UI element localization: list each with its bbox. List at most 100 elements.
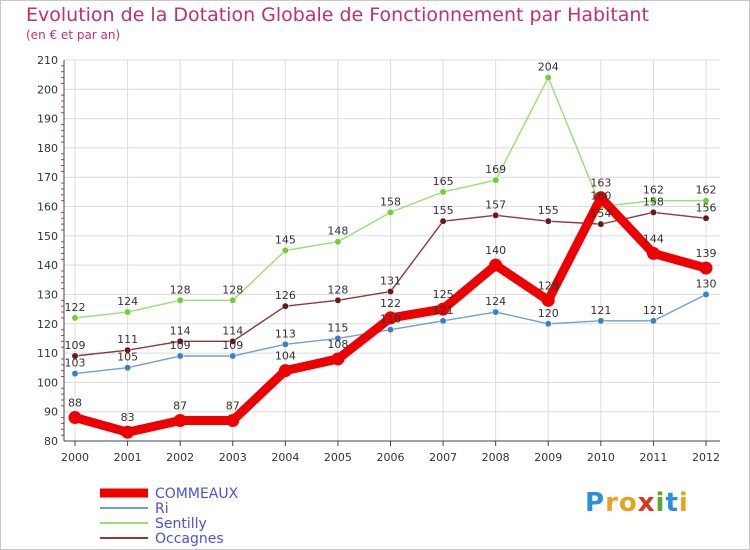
y-tick-label-180: 180 [37,142,58,155]
y-tick-label-170: 170 [37,171,58,184]
data-label-ri-2003: 109 [222,339,243,352]
logo-letter: i [655,488,666,518]
data-point-ri-2011 [649,317,657,325]
data-label-ri-2007: 121 [433,304,454,317]
y-tick-label-160: 160 [37,201,58,214]
y-tick-label-90: 90 [44,406,58,419]
data-point-occagnes-2011 [649,208,657,216]
data-label-sentilly-2002: 128 [170,283,191,296]
x-tick-label-2012: 2012 [692,451,720,464]
data-point-commeaux-2011 [646,246,660,260]
x-tick-label-2001: 2001 [114,451,142,464]
legend-label-commeaux: COMMEAUX [155,486,239,502]
data-label-occagnes-2009: 155 [538,204,559,217]
x-tick-label-2005: 2005 [324,451,352,464]
data-point-ri-2001 [124,364,132,372]
data-point-commeaux-2000 [68,411,82,425]
data-point-commeaux-2012 [699,261,713,275]
grid [64,59,720,442]
data-point-commeaux-2007 [436,302,450,316]
x-tick-label-2010: 2010 [587,451,615,464]
data-point-commeaux-2006 [384,311,397,325]
data-point-occagnes-2009 [544,217,552,225]
data-label-ri-2002: 109 [170,339,191,352]
data-label-sentilly-2006: 158 [380,195,401,208]
data-point-sentilly-2005 [334,238,342,246]
data-point-occagnes-2008 [492,211,500,219]
data-label-commeaux-2001: 83 [121,411,135,424]
data-point-ri-2000 [71,370,79,378]
y-tick-label-100: 100 [37,376,58,389]
data-point-sentilly-2001 [124,308,132,316]
data-point-ri-2012 [702,291,710,298]
y-tick-label-190: 190 [37,113,58,126]
x-tick-label-2011: 2011 [639,451,667,464]
data-point-sentilly-2002 [176,296,184,304]
data-label-sentilly-2011: 162 [643,184,664,197]
data-point-occagnes-2005 [334,296,342,304]
data-label-sentilly-2000: 122 [65,301,86,314]
data-label-occagnes-2002: 114 [170,324,191,337]
x-tick-label-2007: 2007 [429,451,457,464]
data-point-commeaux-2002 [173,413,187,427]
data-point-commeaux-2001 [121,425,135,439]
data-point-ri-2008 [492,308,500,316]
data-label-occagnes-2011: 158 [643,195,664,208]
data-point-ri-2003 [229,352,237,360]
logo-letter: x [637,488,656,518]
data-point-commeaux-2009 [541,293,555,307]
x-tick-label-2002: 2002 [166,451,194,464]
data-label-occagnes-2005: 128 [327,283,348,296]
data-label-ri-2011: 121 [643,304,664,317]
data-point-ri-2005 [334,334,342,342]
legend-label-sentilly: Sentilly [155,516,207,532]
logo-letter: r [605,488,619,518]
x-tick-label-2008: 2008 [482,451,510,464]
data-label-occagnes-2001: 111 [117,333,138,346]
data-label-occagnes-2006: 131 [380,275,401,288]
series-lines [68,74,713,439]
data-label-commeaux-2007: 125 [433,288,454,301]
data-point-commeaux-2008 [489,258,503,272]
logo-letter: t [665,488,679,518]
data-label-occagnes-2003: 114 [222,324,243,337]
data-point-occagnes-2004 [281,302,289,310]
data-point-occagnes-2007 [439,217,447,225]
data-label-commeaux-2005: 108 [327,338,348,351]
data-label-sentilly-2010: 160 [590,190,611,203]
y-tick-label-210: 210 [37,54,58,67]
data-point-sentilly-2000 [71,314,79,322]
data-labels: 103 105 109 109 113 115 118 121 124 120 121 121 130 1… [65,61,717,425]
data-label-commeaux-2006: 122 [380,297,401,310]
data-label-occagnes-2004: 126 [275,289,296,302]
data-point-occagnes-2000 [71,352,79,360]
data-label-commeaux-2008: 140 [485,244,506,257]
data-label-commeaux-2000: 88 [68,397,82,410]
data-point-occagnes-2006 [387,288,394,295]
data-point-occagnes-2010 [597,220,605,228]
data-point-sentilly-2008 [492,176,500,184]
data-point-sentilly-2012 [702,197,710,205]
y-tick-label-150: 150 [37,230,58,243]
y-tick-label-110: 110 [37,347,58,360]
y-tick-label-120: 120 [37,318,58,331]
data-label-commeaux-2003: 87 [226,399,240,412]
data-label-sentilly-2005: 148 [327,225,348,238]
chart-subtitle: (en € et par an) [26,28,121,42]
data-label-occagnes-2012: 156 [696,201,717,214]
logo-letter: i [678,488,689,518]
data-label-occagnes-2007: 155 [433,204,454,217]
x-tick-label-2003: 2003 [219,451,247,464]
data-point-commeaux-2005 [331,352,345,366]
data-label-sentilly-2003: 128 [222,283,243,296]
data-label-ri-2001: 105 [117,351,138,364]
data-point-commeaux-2010 [594,191,608,205]
data-point-sentilly-2009 [544,74,552,82]
y-tick-label-80: 80 [44,435,58,448]
data-label-sentilly-2001: 124 [117,295,138,308]
logo-letter: o [618,488,638,518]
x-tick-label-2006: 2006 [377,451,405,464]
